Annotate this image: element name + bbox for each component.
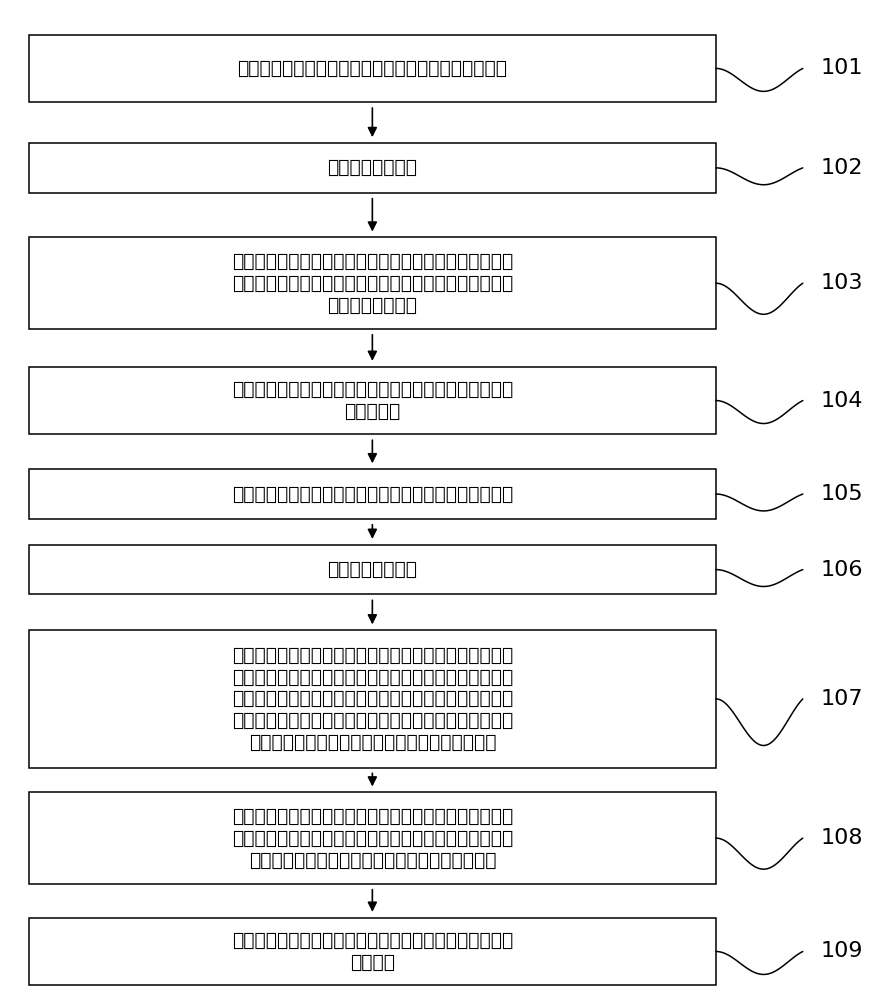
Text: 107: 107	[820, 689, 863, 709]
FancyBboxPatch shape	[29, 143, 716, 193]
Text: 103: 103	[820, 273, 863, 293]
Text: 述第二子图均对应有一个中心相同的所述第一子图: 述第二子图均对应有一个中心相同的所述第一子图	[248, 733, 496, 752]
Text: 小相同且呈矩阵分布的多个第一子图，记录各所述第一子: 小相同且呈矩阵分布的多个第一子图，记录各所述第一子	[232, 274, 513, 293]
Text: 到应变场: 到应变场	[350, 953, 395, 972]
Text: 根据各所述第一子图的第一特征进行特征搜索，确定各所: 根据各所述第一子图的第一特征进行特征搜索，确定各所	[232, 807, 513, 826]
Text: 子图，所述第一子图的数量与所述第二子图相同，每个所: 子图，所述第一子图的数量与所述第二子图相同，每个所	[232, 711, 513, 730]
FancyBboxPatch shape	[29, 545, 716, 594]
Text: 获取第二图像，所述第二图像为待测物变形后的表面图像: 获取第二图像，所述第二图像为待测物变形后的表面图像	[232, 485, 513, 504]
Text: 根据所述第一配置参数对所述第一图像进行分割，得到大: 根据所述第一配置参数对所述第一图像进行分割，得到大	[232, 252, 513, 271]
FancyBboxPatch shape	[29, 367, 716, 434]
Text: 109: 109	[820, 941, 863, 961]
Text: 度小于所述第二子图，所述第一子图的宽度小于所述第二: 度小于所述第二子图，所述第一子图的宽度小于所述第二	[232, 689, 513, 708]
FancyBboxPatch shape	[29, 918, 716, 985]
Text: 的第一特征: 的第一特征	[345, 402, 401, 421]
Text: 104: 104	[820, 391, 863, 411]
FancyBboxPatch shape	[29, 237, 716, 329]
FancyBboxPatch shape	[29, 792, 716, 884]
Text: 根据所述第二配置参数对所述第二图像进行分割，得到大: 根据所述第二配置参数对所述第二图像进行分割，得到大	[232, 646, 513, 665]
Text: 108: 108	[820, 828, 863, 848]
Text: 获取第一图像，所述第一图像为待测物的初始表面图像: 获取第一图像，所述第一图像为待测物的初始表面图像	[238, 59, 508, 78]
FancyBboxPatch shape	[29, 35, 716, 102]
Text: 对各所述第一子图的特征进行提取，得到各所述第一子图: 对各所述第一子图的特征进行提取，得到各所述第一子图	[232, 380, 513, 399]
Text: 图的第一中心坐标: 图的第一中心坐标	[327, 296, 417, 315]
Text: 106: 106	[820, 560, 863, 580]
Text: 获取第二配置参数: 获取第二配置参数	[327, 560, 417, 579]
Text: 根据第二位置得到各所述第一子图的第二中心坐标: 根据第二位置得到各所述第一子图的第二中心坐标	[248, 850, 496, 869]
Text: 101: 101	[820, 58, 863, 78]
Text: 102: 102	[820, 158, 863, 178]
Text: 述第一子图的第一特征在对应的第二子图中的第二位置，: 述第一子图的第一特征在对应的第二子图中的第二位置，	[232, 829, 513, 848]
Text: 根据各所述第一子图的第一中心坐标和第二中心坐标，得: 根据各所述第一子图的第一中心坐标和第二中心坐标，得	[232, 931, 513, 950]
FancyBboxPatch shape	[29, 469, 716, 519]
Text: 获取第一配置参数: 获取第一配置参数	[327, 158, 417, 177]
FancyBboxPatch shape	[29, 630, 716, 768]
Text: 小相同且呈矩阵分布的多个第二子图，所述第一子图的长: 小相同且呈矩阵分布的多个第二子图，所述第一子图的长	[232, 668, 513, 687]
Text: 105: 105	[820, 484, 863, 504]
